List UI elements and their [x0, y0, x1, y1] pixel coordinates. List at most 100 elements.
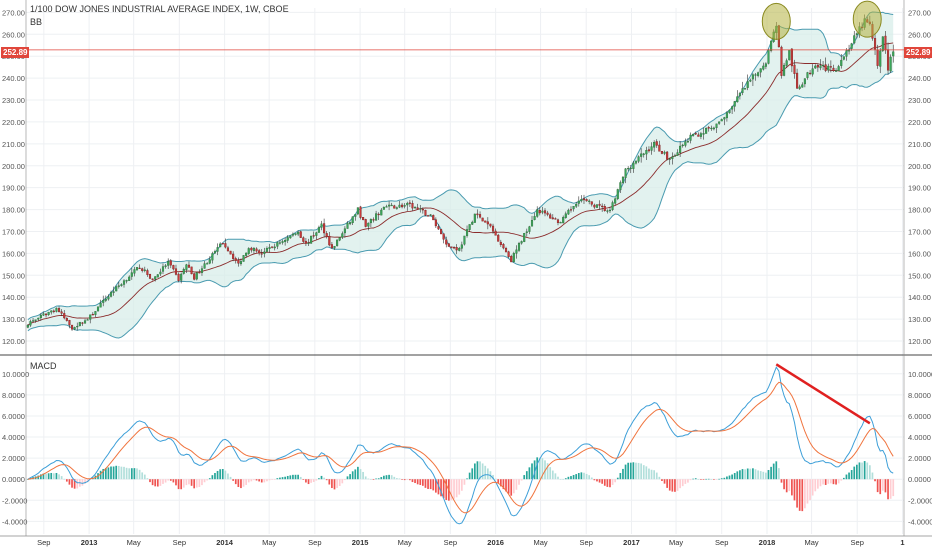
candle[interactable] [68, 319, 71, 329]
candle[interactable] [117, 281, 120, 289]
candle[interactable] [281, 239, 284, 245]
candle[interactable] [432, 214, 435, 221]
candle[interactable] [416, 203, 419, 210]
candle[interactable] [375, 210, 378, 221]
candle[interactable] [741, 81, 744, 96]
candle[interactable] [349, 221, 352, 226]
candle[interactable] [234, 256, 237, 264]
candle[interactable] [128, 275, 131, 281]
candle[interactable] [299, 230, 302, 238]
candle[interactable] [759, 68, 762, 78]
candle[interactable] [525, 228, 528, 237]
candle[interactable] [619, 180, 622, 193]
candle[interactable] [788, 49, 791, 61]
candle[interactable] [603, 204, 606, 212]
candle[interactable] [614, 197, 617, 205]
candle[interactable] [853, 30, 856, 45]
candle[interactable] [666, 150, 669, 161]
candle[interactable] [107, 294, 110, 301]
candle[interactable] [881, 36, 884, 52]
candle[interactable] [569, 206, 573, 213]
candle[interactable] [827, 63, 830, 73]
candle[interactable] [286, 235, 289, 244]
candle[interactable] [354, 214, 357, 221]
candle[interactable] [455, 244, 458, 255]
candle[interactable] [177, 272, 180, 283]
candle[interactable] [190, 266, 193, 275]
candle[interactable] [47, 311, 50, 316]
candle[interactable] [330, 242, 333, 249]
candle[interactable] [486, 217, 489, 230]
candle[interactable] [185, 263, 188, 274]
candle[interactable] [803, 78, 806, 88]
candle[interactable] [572, 206, 575, 212]
candle[interactable] [151, 278, 154, 281]
candle[interactable] [814, 64, 817, 69]
candle[interactable] [252, 247, 256, 255]
candle[interactable] [632, 161, 635, 173]
candle[interactable] [673, 153, 676, 157]
candle[interactable] [411, 200, 414, 211]
candle[interactable] [790, 48, 793, 73]
candle[interactable] [751, 73, 754, 87]
candle[interactable] [395, 206, 398, 210]
candle[interactable] [770, 40, 773, 53]
candle[interactable] [242, 254, 245, 262]
candle[interactable] [174, 264, 178, 276]
candle[interactable] [76, 322, 79, 331]
candle[interactable] [362, 217, 365, 221]
candle[interactable] [341, 231, 344, 239]
candle[interactable] [634, 160, 638, 165]
candle[interactable] [504, 246, 508, 253]
candle[interactable] [671, 152, 674, 165]
candle[interactable] [291, 232, 294, 237]
candle[interactable] [29, 319, 32, 327]
candle[interactable] [832, 64, 835, 73]
candle[interactable] [744, 88, 747, 90]
candle[interactable] [60, 309, 63, 316]
candle[interactable] [372, 217, 375, 223]
candle[interactable] [473, 213, 476, 223]
candle[interactable] [414, 206, 417, 210]
candle[interactable] [520, 240, 523, 245]
candle[interactable] [590, 201, 593, 207]
candle[interactable] [517, 241, 521, 252]
candle[interactable] [484, 220, 487, 223]
candle[interactable] [421, 207, 424, 214]
candle[interactable] [702, 127, 705, 140]
candle[interactable] [424, 209, 427, 217]
candle[interactable] [271, 246, 274, 249]
candle[interactable] [879, 47, 882, 74]
candle[interactable] [543, 208, 547, 217]
candle[interactable] [624, 167, 627, 184]
candle[interactable] [297, 230, 300, 237]
candle[interactable] [346, 221, 349, 229]
candle[interactable] [385, 204, 388, 208]
candle[interactable] [668, 157, 671, 165]
candle[interactable] [809, 69, 812, 76]
candle[interactable] [801, 82, 804, 88]
candle[interactable] [419, 204, 422, 213]
candle[interactable] [681, 143, 684, 148]
candle[interactable] [515, 245, 518, 259]
candle[interactable] [42, 311, 45, 317]
candle[interactable] [796, 68, 799, 89]
candle[interactable] [608, 206, 612, 213]
candle[interactable] [73, 326, 76, 331]
candle[interactable] [499, 239, 502, 247]
candle[interactable] [621, 176, 625, 184]
candle[interactable] [705, 127, 708, 134]
candle[interactable] [824, 57, 827, 73]
candle[interactable] [663, 150, 666, 156]
candle[interactable] [112, 286, 115, 296]
candle[interactable] [658, 140, 661, 152]
candle[interactable] [447, 243, 450, 247]
candle[interactable] [406, 201, 409, 211]
candle[interactable] [31, 317, 35, 322]
candle[interactable] [304, 238, 307, 246]
candle[interactable] [245, 252, 248, 258]
candle[interactable] [645, 146, 648, 161]
candle[interactable] [762, 62, 765, 71]
candle[interactable] [57, 306, 61, 313]
candle[interactable] [679, 141, 682, 158]
